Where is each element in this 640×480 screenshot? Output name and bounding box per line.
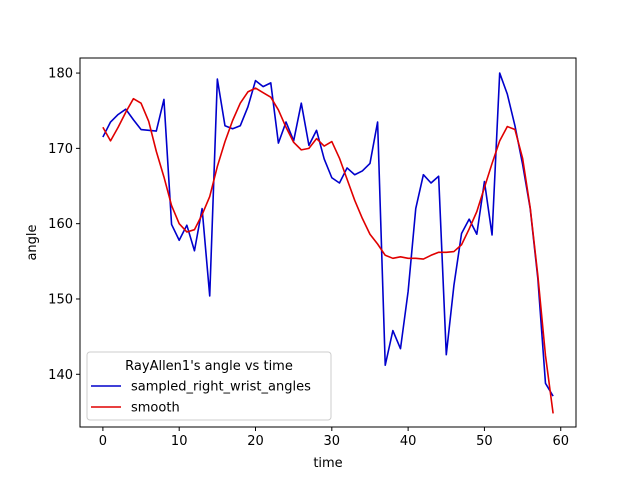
legend-label-smooth: smooth [131, 401, 180, 416]
y-tick-label: 150 [48, 292, 73, 307]
x-tick-label: 10 [171, 434, 188, 449]
x-tick-label: 30 [324, 434, 341, 449]
legend: RayAllen1's angle vs time sampled_right_… [86, 351, 332, 421]
x-tick-label: 0 [99, 434, 107, 449]
series-line-1 [102, 87, 554, 414]
x-tick-label: 50 [476, 434, 493, 449]
y-tick-label: 140 [48, 368, 73, 383]
x-axis: 0 10 20 30 40 50 60 [99, 427, 569, 449]
legend-title: RayAllen1's angle vs time [125, 359, 293, 374]
y-axis-label: angle [25, 224, 40, 260]
plot-frame [79, 57, 577, 428]
x-tick-label: 40 [400, 434, 417, 449]
legend-label-sampled: sampled_right_wrist_angles [131, 380, 311, 395]
x-tick-label: 20 [247, 434, 264, 449]
x-tick-label: 60 [552, 434, 569, 449]
x-axis-label: time [313, 456, 342, 471]
y-tick-label: 180 [48, 67, 73, 82]
y-axis: 140 150 160 170 180 [48, 67, 80, 383]
series-line-0 [102, 72, 554, 397]
legend-box [86, 351, 332, 421]
y-tick-label: 170 [48, 142, 73, 157]
y-tick-label: 160 [48, 217, 73, 232]
series-layer [102, 72, 554, 414]
